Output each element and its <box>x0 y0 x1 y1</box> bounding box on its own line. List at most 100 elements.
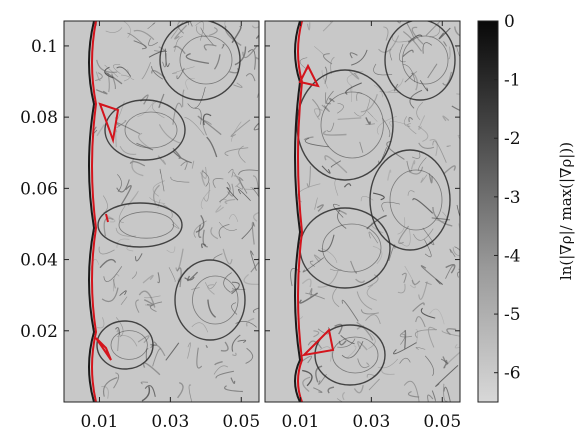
flow-filament <box>140 381 149 385</box>
flow-filament <box>203 182 210 202</box>
flow-filament <box>136 142 154 151</box>
flow-filament <box>141 386 151 402</box>
plume-outline <box>384 21 456 101</box>
flow-filament <box>158 93 165 109</box>
flow-filament <box>200 189 211 210</box>
flow-filament <box>213 54 221 70</box>
flow-filament <box>343 183 352 188</box>
flow-filament <box>104 66 114 79</box>
flow-filament <box>324 92 327 105</box>
flow-filament <box>245 347 254 364</box>
right-plume-structures <box>296 21 456 386</box>
colorbar-tick-label: -5 <box>504 305 521 325</box>
flow-filament <box>165 342 180 361</box>
flow-filament <box>185 53 209 65</box>
flow-filament <box>127 32 147 49</box>
flow-filament <box>353 98 371 117</box>
plume-inner <box>118 211 174 239</box>
flow-filament <box>412 302 425 312</box>
flow-filament <box>187 86 206 109</box>
flow-filament <box>419 80 429 92</box>
flow-filament <box>218 221 238 231</box>
flow-filament <box>182 89 185 107</box>
flow-filament <box>231 334 241 352</box>
flow-filament <box>333 203 344 218</box>
flow-filament <box>396 21 401 24</box>
flow-filament <box>403 380 420 402</box>
flow-filament <box>373 63 393 76</box>
flow-filament <box>213 365 229 375</box>
flow-filament <box>445 264 456 274</box>
flow-filament <box>102 195 108 214</box>
plume-outline <box>296 69 394 181</box>
flow-filament <box>104 64 119 78</box>
flow-filament <box>118 205 126 224</box>
flow-filament <box>418 115 426 130</box>
flow-filament <box>220 341 229 352</box>
flow-filament <box>151 100 165 119</box>
flow-filament <box>115 317 124 338</box>
flow-filament <box>219 198 227 204</box>
flow-filament <box>194 107 202 125</box>
flow-filament <box>412 198 434 214</box>
flow-filament <box>418 142 435 149</box>
flow-filament <box>170 21 185 39</box>
flow-filament <box>404 265 416 289</box>
right-panel-frame <box>264 20 461 403</box>
flow-filament <box>443 41 447 47</box>
flow-filament <box>203 44 217 51</box>
flow-filament <box>386 140 405 160</box>
flow-filament <box>389 121 410 128</box>
flow-filament <box>258 205 259 208</box>
flow-filament <box>164 48 170 67</box>
flow-filament <box>428 173 433 184</box>
plume-outline <box>314 324 386 386</box>
flow-filament <box>214 361 223 366</box>
flow-filament <box>184 117 205 136</box>
flow-filament <box>224 147 249 157</box>
flow-filament <box>313 330 320 338</box>
flow-filament <box>399 357 411 364</box>
flow-filament <box>251 221 256 245</box>
flow-filament <box>215 205 224 213</box>
flow-filament <box>403 116 411 127</box>
flow-filament <box>115 128 118 148</box>
flow-filament <box>230 119 251 137</box>
flow-filament <box>173 45 186 55</box>
plume-outline <box>369 149 451 251</box>
flow-filament <box>116 335 138 347</box>
flow-filament <box>415 346 426 350</box>
flow-filament <box>137 99 155 117</box>
flow-filament <box>378 35 400 53</box>
flow-filament <box>451 105 460 112</box>
flow-filament <box>157 272 160 284</box>
flow-filament <box>399 229 411 247</box>
colorbar-tick-label: -3 <box>504 188 521 208</box>
right-shock-front <box>294 21 302 402</box>
flow-filament <box>200 243 207 249</box>
flow-filament <box>313 254 322 263</box>
flow-filament <box>415 316 426 328</box>
flow-filament <box>317 270 339 288</box>
flow-filament <box>229 67 239 74</box>
flow-filament <box>177 21 184 34</box>
flow-filament <box>233 175 242 188</box>
flow-filament <box>417 125 429 142</box>
flow-filament <box>90 259 100 271</box>
colorbar: 0 -1 -2 -3 -4 -5 -6 ln(|∇ρ|/ max(|∇ρ|)) <box>477 12 575 403</box>
flow-filament <box>318 374 327 385</box>
flow-filament <box>418 281 428 300</box>
flow-filament <box>404 73 414 83</box>
flow-filament <box>360 195 374 202</box>
left-shock-front <box>88 21 96 402</box>
flow-filament <box>416 101 424 121</box>
flow-filament <box>205 281 217 289</box>
flow-filament <box>413 228 434 241</box>
right-panel <box>265 21 460 402</box>
flow-filament <box>226 187 239 201</box>
flow-filament <box>168 267 176 282</box>
flow-filament <box>105 214 116 223</box>
flow-filament <box>112 279 116 289</box>
flow-filament <box>94 21 98 27</box>
plume-outline <box>96 320 154 370</box>
